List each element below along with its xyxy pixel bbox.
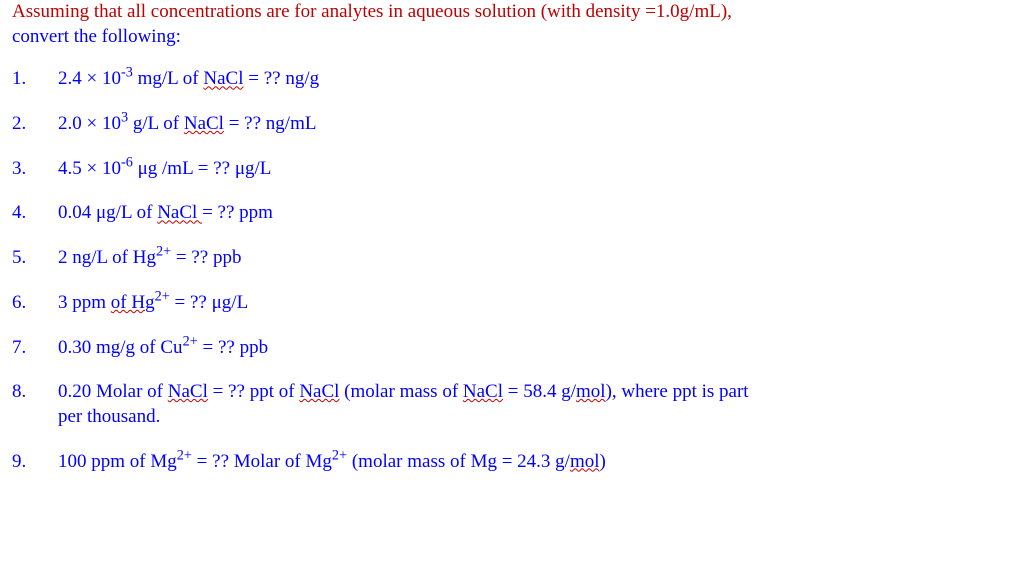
list-item: 3. 4.5 × 10-6 μg /mL = ?? μg/L [12,157,1010,182]
item-number: 2. [12,112,58,137]
text: g/L of [128,113,184,134]
header-line1: Assuming that all concentrations are for… [12,1,732,22]
superscript: -3 [121,65,133,81]
text: ) [600,451,606,472]
text: ), where ppt is part [606,381,749,402]
superscript: 2+ [332,447,347,463]
item-number: 1. [12,67,58,92]
wavy-text: NaCl [203,68,243,89]
list-item: 4. 0.04 μg/L of NaCl = ?? ppm [12,201,1010,226]
text: = ?? ppb [198,337,268,358]
wavy-text: NaCl [157,202,202,223]
header-line2: convert the following: [12,26,181,47]
text: = ?? ng/g [244,68,320,89]
wavy-text: NaCl [184,113,224,134]
text: per thousand. [58,406,160,427]
superscript: 2+ [177,447,192,463]
text: (molar mass of [339,381,462,402]
text: 2.4 × 10 [58,68,121,89]
text: mg/L of [133,68,204,89]
wavy-text: mol [576,381,606,402]
item-content: 4.5 × 10-6 μg /mL = ?? μg/L [58,157,1010,182]
item-content: 100 ppm of Mg2+ = ?? Molar of Mg2+ (mola… [58,450,1010,475]
item-number: 5. [12,246,58,271]
text: = 58.4 g/ [503,381,576,402]
item-content: 2.4 × 10-3 mg/L of NaCl = ?? ng/g [58,67,1010,92]
list-item: 5. 2 ng/L of Hg2+ = ?? ppb [12,246,1010,271]
item-number: 8. [12,380,58,405]
text: 4.5 × 10 [58,158,121,179]
superscript: -6 [121,154,133,170]
item-content: 0.30 mg/g of Cu2+ = ?? ppb [58,336,1010,361]
item-content: 3 ppm of Hg2+ = ?? μg/L [58,291,1010,316]
superscript: 2+ [155,288,170,304]
text: = ?? ng/mL [224,113,317,134]
text: = ?? μg/L [170,292,248,313]
header-block: Assuming that all concentrations are for… [12,0,1010,49]
list-item: 7. 0.30 mg/g of Cu2+ = ?? ppb [12,336,1010,361]
item-number: 7. [12,336,58,361]
wavy-text: NaCl [463,381,503,402]
wavy-text: mol [570,451,600,472]
text: = ?? ppt of [208,381,299,402]
text: 2 ng/L of Hg [58,247,156,268]
item-content: 0.20 Molar of NaCl = ?? ppt of NaCl (mol… [58,380,1010,429]
superscript: 2+ [156,244,171,260]
item-content: 2.0 × 103 g/L of NaCl = ?? ng/mL [58,112,1010,137]
text: = ?? ppm [202,202,273,223]
list-item: 8. 0.20 Molar of NaCl = ?? ppt of NaCl (… [12,380,1010,429]
wavy-text: NaCl [299,381,339,402]
item-number: 9. [12,450,58,475]
text: 0.30 mg/g of Cu [58,337,183,358]
list-item: 9. 100 ppm of Mg2+ = ?? Molar of Mg2+ (m… [12,450,1010,475]
item-number: 3. [12,157,58,182]
wavy-text: of Hg [111,292,155,313]
text: (molar mass of Mg = 24.3 g/ [347,451,570,472]
text: 3 ppm [58,292,111,313]
item-number: 4. [12,201,58,226]
list-item: 1. 2.4 × 10-3 mg/L of NaCl = ?? ng/g [12,67,1010,92]
text: = ?? ppb [171,247,241,268]
text: = ?? Molar of Mg [192,451,332,472]
text: 100 ppm of Mg [58,451,177,472]
item-content: 0.04 μg/L of NaCl = ?? ppm [58,201,1010,226]
text: 0.04 μg/L of [58,202,157,223]
wavy-text: NaCl [168,381,208,402]
problem-list: 1. 2.4 × 10-3 mg/L of NaCl = ?? ng/g 2. … [12,67,1010,474]
item-number: 6. [12,291,58,316]
text: 2.0 × 10 [58,113,121,134]
item-content: 2 ng/L of Hg2+ = ?? ppb [58,246,1010,271]
superscript: 2+ [183,333,198,349]
list-item: 2. 2.0 × 103 g/L of NaCl = ?? ng/mL [12,112,1010,137]
list-item: 6. 3 ppm of Hg2+ = ?? μg/L [12,291,1010,316]
text: 0.20 Molar of [58,381,168,402]
text: μg /mL = ?? μg/L [133,158,272,179]
